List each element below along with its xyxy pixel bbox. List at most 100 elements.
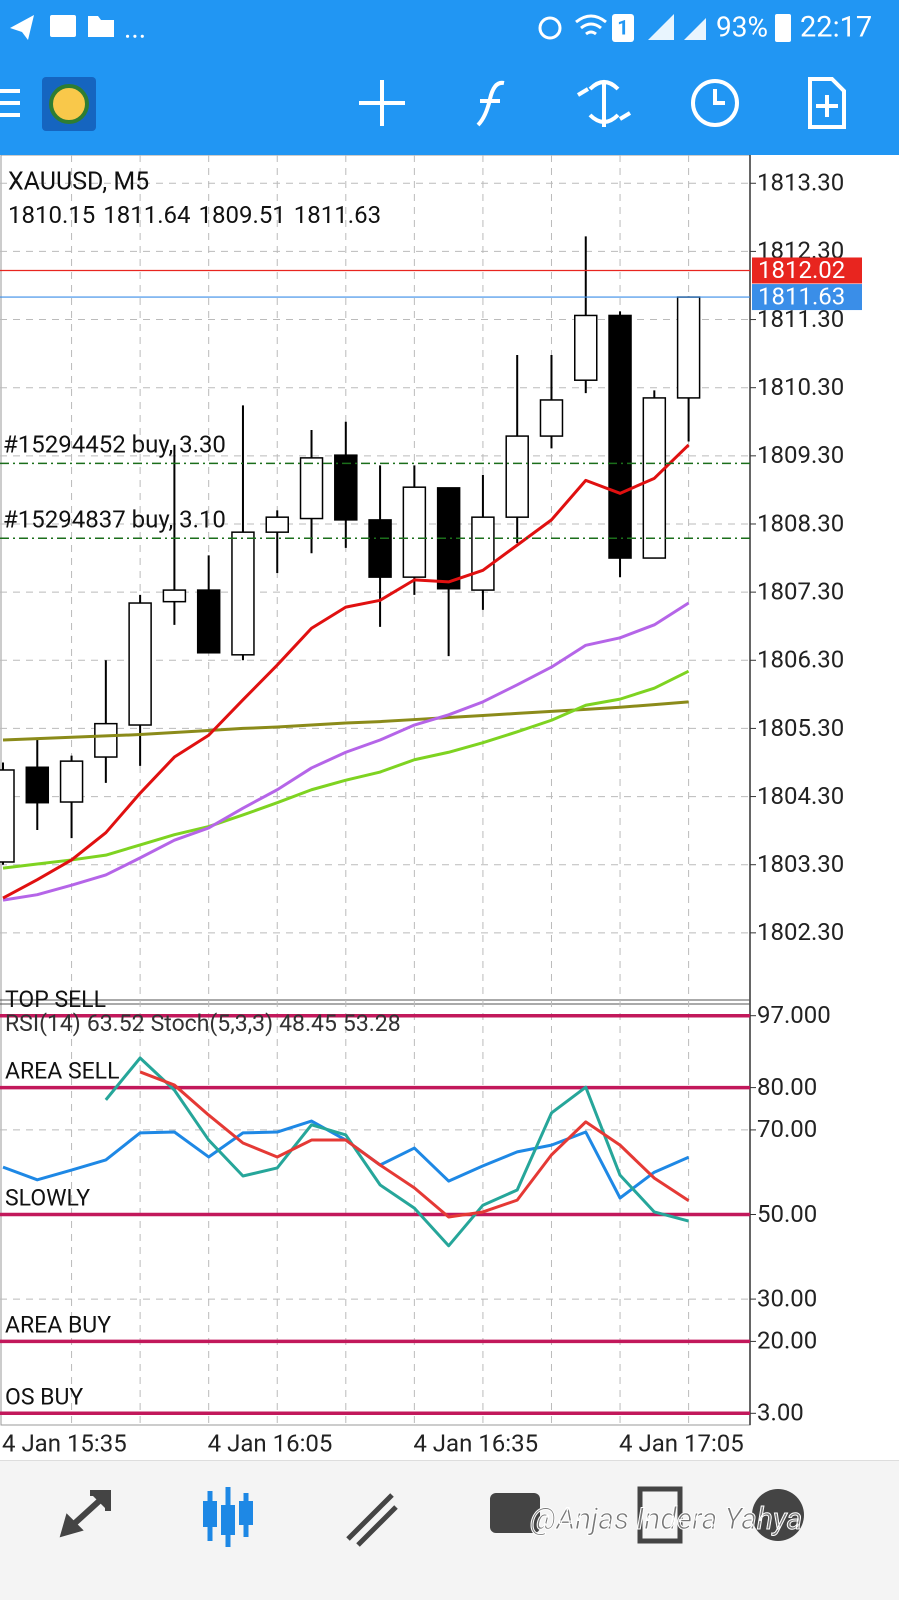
journal-tab[interactable] xyxy=(637,1486,683,1544)
menu-button[interactable] xyxy=(0,89,20,117)
folder-icon xyxy=(88,16,114,37)
candle-body xyxy=(608,314,632,559)
symbol-button[interactable] xyxy=(576,80,632,127)
ohlc-close: 1811.63 xyxy=(294,201,381,229)
order-label: #15294452 buy, 3.30 xyxy=(3,431,226,459)
period-button[interactable] xyxy=(691,79,739,127)
indicators-button[interactable] xyxy=(476,80,505,127)
candle-body xyxy=(59,760,84,803)
y-tick-label: 20.00 xyxy=(757,1327,817,1355)
candle-body xyxy=(334,454,358,521)
toolbar-icons xyxy=(0,77,846,131)
y-tick-label: 1810.30 xyxy=(757,373,844,401)
battery-icon xyxy=(775,14,791,42)
y-tick-label: 1805.30 xyxy=(757,714,844,742)
price-tag-label: 1811.63 xyxy=(758,282,845,310)
y-tick-label: 50.00 xyxy=(757,1200,817,1228)
new-order-button[interactable] xyxy=(808,77,846,129)
indicator-line xyxy=(139,1070,690,1219)
status-bar: ... 1 93% 22:17 xyxy=(0,0,899,55)
chart: 1813.301812.301811.301810.301809.301808.… xyxy=(0,155,862,1457)
indicator-header-part: Stoch(5,3,3) xyxy=(151,1010,274,1037)
plot-frame xyxy=(0,155,751,1426)
period-hands xyxy=(713,89,725,105)
candle-body xyxy=(505,435,529,518)
candle-body xyxy=(368,519,392,578)
ohlc-open: 1810.15 xyxy=(8,201,95,229)
chart-tab[interactable] xyxy=(203,1501,217,1527)
indicator-header-part: 53.28 xyxy=(343,1010,401,1037)
signal-icon xyxy=(648,14,706,40)
candle-body xyxy=(0,769,15,863)
candle-body xyxy=(676,296,701,399)
y-tick-label: 3.00 xyxy=(757,1399,804,1427)
y-tick-label: 30.00 xyxy=(757,1284,817,1312)
level-label: OS BUY xyxy=(5,1383,83,1410)
app-icon-logo xyxy=(49,84,89,124)
quotes-tab[interactable] xyxy=(59,1490,111,1538)
level-label: AREA BUY xyxy=(5,1311,111,1338)
level-label: TOP SELL xyxy=(5,986,106,1013)
order-label: #15294837 buy, 3.10 xyxy=(3,506,226,534)
x-tick-label: 4 Jan 16:35 xyxy=(413,1429,538,1457)
candle-body xyxy=(25,766,50,804)
indicator-line xyxy=(104,1056,689,1248)
ohlc-header: 1810.15 1811.64 1809.51 1811.63 xyxy=(8,201,381,229)
indicator-header-part: RSI(14) xyxy=(5,1010,81,1037)
indicator-header-part: 48.45 xyxy=(279,1010,337,1037)
candle-body xyxy=(162,589,187,603)
trade-tab[interactable] xyxy=(346,1493,398,1547)
y-tick-label: 80.00 xyxy=(757,1073,817,1101)
candle-body xyxy=(471,516,495,591)
ohlc-high: 1811.64 xyxy=(103,201,190,229)
price-tag xyxy=(752,284,862,311)
symbol-title: XAUUSD, M5 xyxy=(8,168,149,197)
candle-body xyxy=(299,457,324,520)
clock: 22:17 xyxy=(800,11,872,45)
indicator-line xyxy=(2,669,690,870)
more-notifications: ... xyxy=(124,11,146,44)
indicator-header-part: 63.52 xyxy=(87,1010,145,1037)
watermark: @Anjas Indera Yahya xyxy=(530,1502,802,1537)
x-tick-label: 4 Jan 16:05 xyxy=(208,1429,333,1457)
candle-body xyxy=(265,516,289,533)
y-tick-label: 1809.30 xyxy=(757,441,844,469)
image-icon xyxy=(50,15,76,37)
ohlc-low: 1809.51 xyxy=(199,201,286,229)
y-tick-label: 1813.30 xyxy=(757,169,844,197)
bottom-navigation: @Anjas Indera Yahya xyxy=(0,1460,899,1600)
price-tag xyxy=(752,257,862,284)
candle-body xyxy=(128,602,152,726)
x-tick-label: 4 Jan 17:05 xyxy=(619,1429,744,1457)
y-tick-label: 1804.30 xyxy=(757,782,844,810)
indicator-header: RSI(14) 63.52 Stoch(5,3,3) 48.45 53.28 xyxy=(5,1010,401,1037)
nav-icons: @Anjas Indera Yahya xyxy=(59,1486,804,1547)
price-tag-label: 1812.02 xyxy=(758,256,845,284)
history-tab[interactable] xyxy=(490,1493,540,1533)
y-tick-label: 1806.30 xyxy=(757,646,844,674)
toolbar xyxy=(0,55,899,155)
candle-body xyxy=(539,399,564,437)
candle-body xyxy=(574,314,598,381)
candle-body xyxy=(94,722,118,758)
y-tick-label: 1802.30 xyxy=(757,918,844,946)
level-label: AREA SELL xyxy=(5,1058,119,1085)
crosshair-button[interactable] xyxy=(359,80,405,126)
indicator-line xyxy=(2,443,690,900)
y-tick-label: 1808.30 xyxy=(757,509,844,537)
candle-body xyxy=(402,486,427,578)
messages-tab[interactable] xyxy=(752,1489,804,1541)
x-tick-label: 4 Jan 15:35 xyxy=(2,1429,127,1457)
y-tick-label: 1803.30 xyxy=(757,850,844,878)
status-icons: ... 1 93% 22:17 xyxy=(10,10,872,45)
alarm-icon xyxy=(538,16,562,40)
telegram-icon xyxy=(10,15,34,40)
chart-tab[interactable] xyxy=(221,1505,235,1535)
level-label: SLOWLY xyxy=(5,1185,90,1212)
indicator-line xyxy=(2,601,690,902)
sim-badge xyxy=(612,14,634,42)
wifi-icon xyxy=(575,14,607,36)
sim-number: 1 xyxy=(617,15,628,39)
chart-tab[interactable] xyxy=(239,1501,253,1525)
